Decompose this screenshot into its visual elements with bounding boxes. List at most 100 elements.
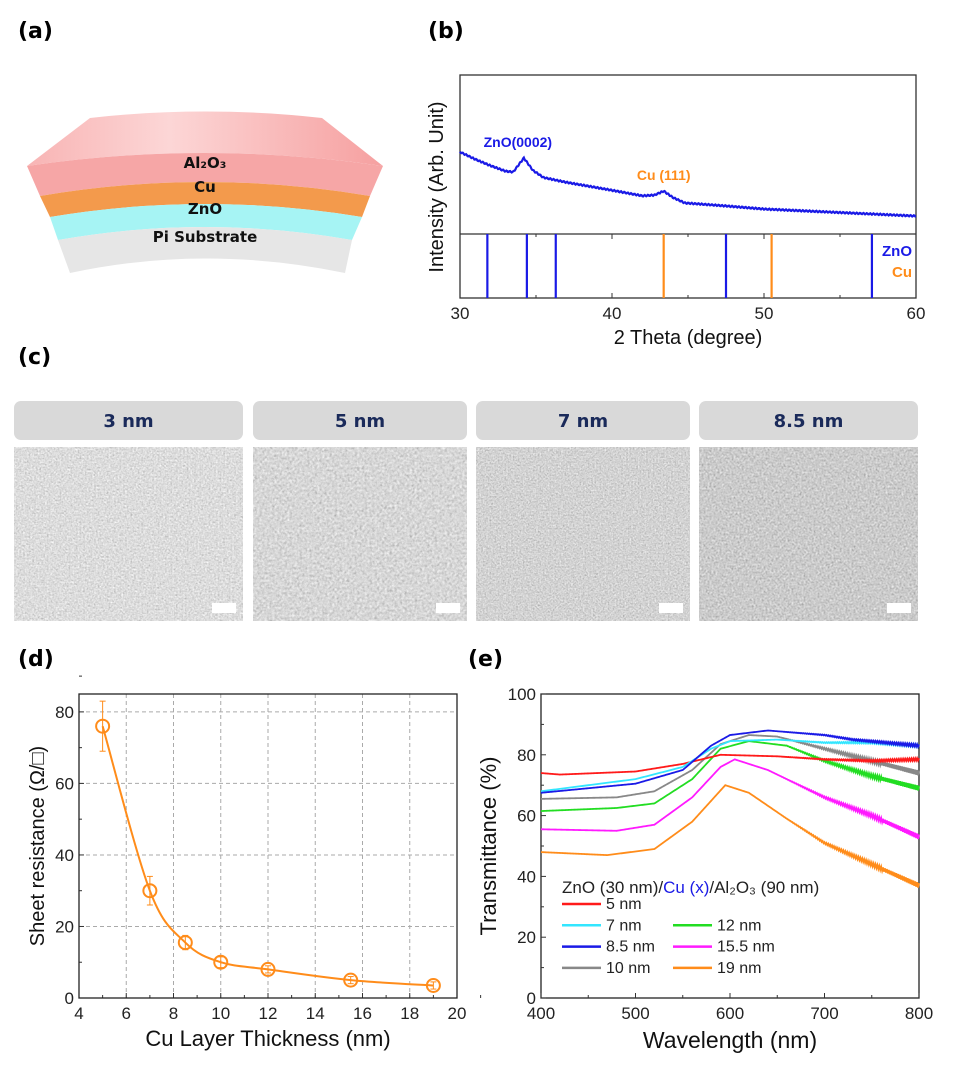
- sem-label-tab: [476, 401, 690, 440]
- layer-pi-substrate: [58, 227, 352, 273]
- sem-label-tab: [14, 401, 243, 440]
- xrd-pattern-line: [459, 151, 917, 218]
- layer-label-cu: Cu: [194, 178, 216, 196]
- xrd-plot-frame: [459, 74, 917, 299]
- transmittance-line-85nm: [540, 729, 920, 794]
- scale-bar: [436, 603, 460, 613]
- sem-label-tab: [699, 401, 918, 440]
- xrd-x-tick-label: 40: [603, 304, 622, 323]
- transmittance-x-tick-label: 400: [527, 1004, 555, 1023]
- resistance-y-tick-label: 40: [55, 846, 74, 865]
- transmittance-x-tick-label: 800: [905, 1004, 933, 1023]
- transmittance-x-tick-label: 700: [810, 1004, 838, 1023]
- xrd-x-axis-label: 2 Theta (degree): [614, 327, 763, 349]
- data-point: [260, 961, 276, 977]
- panel-label-d: (d): [18, 647, 54, 672]
- sem-image: [699, 447, 918, 621]
- xrd-peak-label-cu: Cu (111): [637, 167, 691, 183]
- transmittance-chart: Transmittance (%) Wavelength (nm) ZnO (3…: [476, 685, 933, 1053]
- legend-label: 19 nm: [717, 960, 761, 977]
- scale-bar: [212, 603, 236, 613]
- sem-label-text: 7 nm: [558, 411, 608, 432]
- legend-title-cu: Cu (x): [663, 878, 709, 897]
- resistance-x-tick-label: 14: [306, 1004, 325, 1023]
- legend-label: 7 nm: [606, 917, 642, 934]
- xrd-chart: Intensity (Arb. Unit) 2 Theta (degree) 3…: [426, 74, 926, 349]
- layer-stack-diagram: Al₂O₃ Cu ZnO Pi Substrate: [27, 111, 383, 273]
- panel-label-b: (b): [428, 19, 464, 44]
- legend-title-post: /Al₂O₃ (90 nm): [709, 878, 819, 897]
- data-point: [95, 718, 111, 734]
- xrd-y-axis-label: Intensity (Arb. Unit): [426, 101, 448, 272]
- top-face: [27, 111, 383, 166]
- sem-label-text: 5 nm: [335, 411, 385, 432]
- layer-zno: [50, 204, 362, 240]
- sem-label-tab: [253, 401, 467, 440]
- resistance-plot-frame: [78, 693, 458, 999]
- sem-label-text: 8.5 nm: [774, 411, 844, 432]
- transmittance-x-tick-label: 600: [716, 1004, 744, 1023]
- resistance-x-tick-label: 16: [353, 1004, 372, 1023]
- transmittance-line-19nm: [540, 784, 920, 888]
- transmittance-line-5nm: [540, 753, 920, 776]
- resistance-x-tick-label: 18: [400, 1004, 419, 1023]
- transmittance-y-tick-label: 100: [508, 685, 536, 704]
- transmittance-x-tick-label: 500: [621, 1004, 649, 1023]
- data-point: [177, 935, 193, 951]
- panel-label-a: (a): [18, 19, 53, 44]
- data-point: [425, 977, 441, 993]
- resistance-y-tick-label: 60: [55, 774, 74, 793]
- transmittance-y-tick-label: 40: [517, 867, 536, 886]
- legend-label: 12 nm: [717, 917, 761, 934]
- sem-image: [476, 447, 690, 621]
- data-point: [343, 972, 359, 988]
- legend-title: ZnO (30 nm)/Cu (x)/Al₂O₃ (90 nm): [562, 878, 819, 897]
- legend-label: 10 nm: [606, 960, 650, 977]
- layer-cu: [40, 182, 370, 217]
- sheet-resistance-chart: Sheet resistance (Ω/□) Cu Layer Thicknes…: [27, 675, 482, 1051]
- xrd-x-tick-label: 50: [755, 304, 774, 323]
- resistance-y-axis-label: Sheet resistance (Ω/□): [27, 746, 49, 946]
- transmittance-line-10nm: [540, 734, 920, 800]
- transmittance-y-tick-label: 80: [517, 746, 536, 765]
- xrd-reference-legend-cu: Cu: [892, 264, 912, 281]
- legend-label: 15.5 nm: [717, 939, 775, 956]
- layer-label-pi-substrate: Pi Substrate: [153, 228, 258, 246]
- resistance-y-tick-label: 20: [55, 917, 74, 936]
- resistance-y-tick-label: 80: [55, 703, 74, 722]
- panel-label-e: (e): [468, 647, 503, 672]
- legend-label: 8.5 nm: [606, 939, 655, 956]
- panel-label-c: (c): [18, 345, 51, 370]
- xrd-peak-label-zno: ZnO(0002): [484, 134, 552, 150]
- xrd-reference-legend-zno: ZnO: [882, 243, 912, 260]
- sem-image: [253, 447, 467, 621]
- transmittance-line-12nm: [540, 740, 920, 812]
- sem-image: [14, 447, 243, 621]
- transmittance-y-axis-label: Transmittance (%): [476, 757, 501, 936]
- resistance-x-tick-label: 10: [211, 1004, 230, 1023]
- layer-label-al2o3: Al₂O₃: [184, 154, 227, 172]
- xrd-x-tick-label: 60: [907, 304, 926, 323]
- scale-bar: [887, 603, 911, 613]
- resistance-x-axis-label: Cu Layer Thickness (nm): [145, 1026, 390, 1051]
- legend-label: 5 nm: [606, 896, 642, 913]
- transmittance-x-axis-label: Wavelength (nm): [643, 1027, 817, 1053]
- sem-label-text: 3 nm: [103, 411, 153, 432]
- legend-title-pre: ZnO (30 nm)/: [562, 878, 663, 897]
- scale-bar: [659, 603, 683, 613]
- resistance-x-tick-label: 20: [448, 1004, 467, 1023]
- layer-label-zno: ZnO: [188, 200, 222, 218]
- layer-al2o3: [27, 153, 383, 196]
- transmittance-line-155nm: [540, 758, 920, 840]
- xrd-x-tick-label: 30: [451, 304, 470, 323]
- transmittance-y-tick-label: 20: [517, 928, 536, 947]
- data-point: [142, 883, 158, 899]
- transmittance-y-tick-label: 0: [527, 989, 536, 1008]
- transmittance-line-7nm: [540, 738, 920, 793]
- transmittance-y-tick-label: 60: [517, 807, 536, 826]
- resistance-x-tick-label: 12: [259, 1004, 278, 1023]
- resistance-x-tick-label: 6: [122, 1004, 131, 1023]
- data-point: [213, 954, 229, 970]
